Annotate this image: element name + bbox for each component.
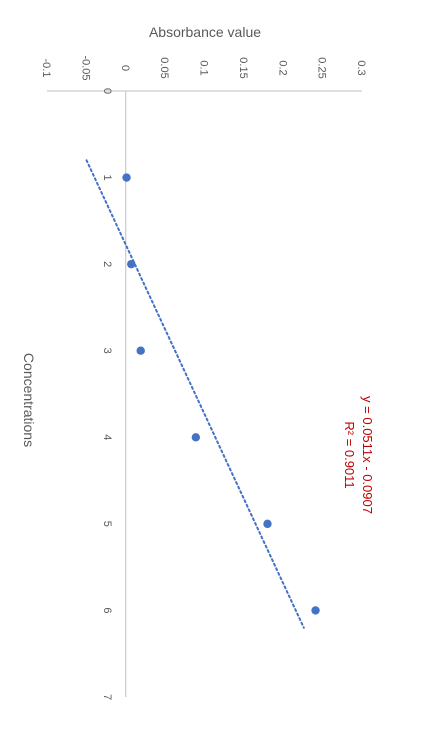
y-tick-label: -0.1 (40, 59, 52, 78)
x-tick-label: 2 (101, 261, 113, 267)
x-tick-label: 0 (101, 88, 113, 94)
trendline-equation: y = 0.0511x - 0.0907 (360, 396, 375, 514)
y-tick-label: 0 (119, 65, 131, 71)
y-axis-title: Absorbance value (149, 24, 261, 40)
y-tick-label: 0.05 (158, 57, 170, 78)
x-tick-label: 4 (101, 434, 113, 440)
data-point (311, 606, 320, 615)
data-point (263, 519, 272, 529)
axis-layer: -0.1 -0.05 0 0.05 0.1 0.15 0.2 0.25 0.3 0 1 2 3 4 5 6 7 (40, 55, 367, 700)
y-tick-label: 0.15 (237, 57, 249, 78)
trendline-r2: R² = 0.9011 (342, 421, 357, 488)
y-tick-label: -0.05 (79, 55, 91, 80)
trendline-layer (85, 159, 305, 629)
x-tick-label: 5 (101, 521, 113, 527)
x-tick-label: 6 (101, 607, 113, 613)
data-point (122, 173, 131, 182)
data-point (191, 433, 201, 442)
y-tick-label: 0.1 (198, 60, 210, 75)
x-tick-label: 7 (101, 694, 113, 700)
data-point (136, 346, 145, 355)
data-point (127, 259, 136, 269)
data-point-layer (122, 173, 320, 615)
y-tick-label: 0.2 (276, 60, 288, 75)
trendline (85, 159, 305, 629)
x-tick-label: 1 (101, 175, 113, 181)
x-axis-title: Concentrations (21, 353, 37, 447)
y-tick-label: 0.3 (355, 60, 367, 75)
x-tick-label: 3 (101, 348, 113, 354)
y-tick-label: 0.25 (316, 57, 328, 78)
